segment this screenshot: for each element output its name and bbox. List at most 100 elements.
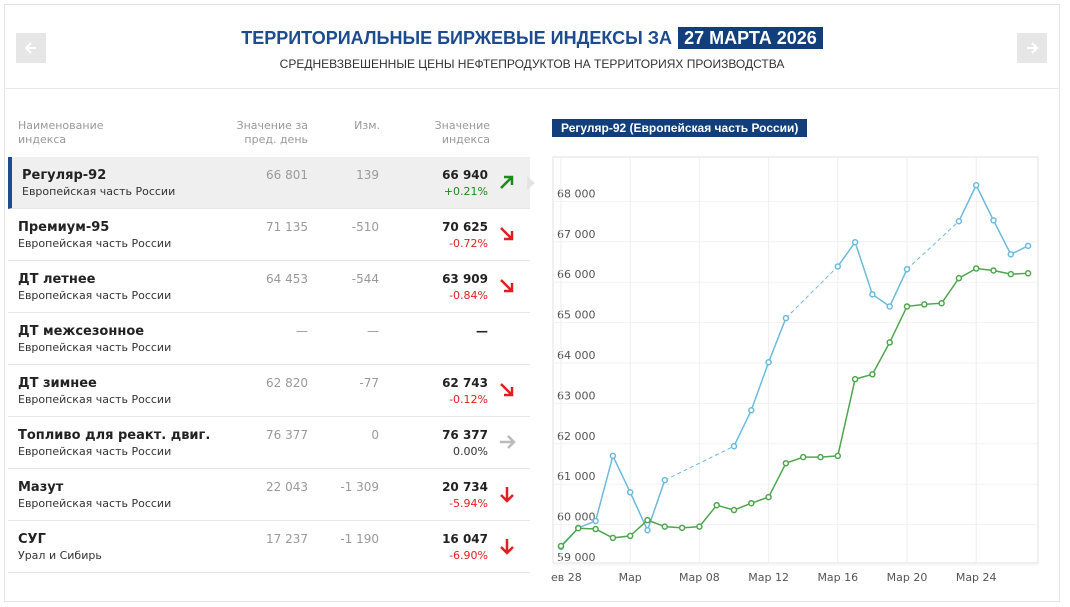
point: [592, 517, 599, 525]
icon: [24, 42, 36, 54]
index-name: Премиум-95: [18, 220, 110, 235]
prev-value: 71 135: [266, 220, 308, 234]
y-tick-label: 60 000: [557, 511, 596, 524]
table-row[interactable]: Топливо для реакт. двиг. Европейская част…: [8, 417, 530, 469]
header-line: пред. день: [244, 133, 308, 146]
point: [626, 489, 634, 496]
change-percent: +0.21%: [443, 185, 488, 198]
title: ТЕРРИТОРИАЛЬНЫЕ БИРЖЕВЫЕ ИНДЕКСЫ ЗА: [241, 28, 673, 48]
point: [609, 534, 617, 542]
y-tick-label: 63 000: [557, 389, 596, 402]
change: -544: [351, 272, 379, 286]
point: [782, 459, 790, 467]
change: -77: [359, 376, 379, 390]
point: [799, 453, 807, 461]
index-name: ДТ летнее: [18, 272, 96, 287]
point: [765, 493, 772, 501]
arrow-shape: [500, 435, 516, 449]
point: [851, 375, 859, 383]
table-row[interactable]: ДТ зимнее Европейская часть России 62 820 -…: [8, 365, 530, 417]
header-line: Изм.: [354, 119, 380, 132]
point: [990, 217, 997, 224]
arrow-shape: [500, 487, 514, 503]
arrow-shape: [500, 383, 514, 397]
point: [903, 303, 911, 310]
index-region: Европейская часть России: [18, 393, 172, 406]
point: [869, 291, 876, 298]
prev-button[interactable]: [16, 33, 46, 63]
trend-arrow: [500, 435, 516, 449]
point: [955, 274, 963, 282]
icon: [1027, 42, 1039, 54]
index-value: 20 734: [442, 480, 488, 494]
point: [972, 265, 980, 272]
point: [921, 301, 928, 308]
prev-value: —: [296, 324, 308, 338]
change-percent: -6.90%: [449, 549, 488, 562]
date[interactable]: 27 МАРТА 2026: [678, 27, 823, 49]
point: [834, 452, 842, 460]
point: [730, 506, 738, 514]
x-tick-label: Мар 08: [679, 571, 720, 584]
prev-value: 22 043: [266, 480, 308, 494]
trend-arrow: [500, 175, 514, 189]
trend-arrow: [500, 227, 514, 241]
index-name: Топливо для реакт. двиг.: [18, 428, 211, 443]
gap-connector: [906, 220, 960, 270]
point: [748, 407, 755, 414]
column-header: Значение за пред. день: [237, 119, 308, 147]
x-tick-label: Мар 20: [887, 571, 928, 584]
series-line: [733, 317, 787, 447]
point: [903, 266, 911, 273]
index-region: Европейская часть России: [18, 445, 172, 458]
title-line: ТЕРРИТОРИАЛЬНЫЕ БИРЖЕВЫЕ ИНДЕКСЫ ЗА 27 МА…: [4, 27, 1060, 49]
y-tick-label: 67 000: [557, 228, 596, 241]
index-region: Европейская часть России: [18, 341, 172, 354]
point: [869, 371, 876, 378]
next-button[interactable]: [1017, 33, 1047, 63]
prev-value: 66 801: [266, 168, 308, 182]
point: [730, 442, 738, 450]
prev-value: 62 820: [266, 376, 308, 390]
point: [972, 181, 980, 189]
change: -510: [351, 220, 379, 234]
column-header: Наименование индекса: [18, 119, 103, 147]
trend-arrow: [500, 279, 514, 293]
frame: [4, 4, 1060, 602]
point: [886, 339, 893, 346]
point: [990, 267, 997, 274]
plot-area: [552, 156, 1039, 564]
point: [955, 217, 963, 225]
pointer: [527, 176, 535, 190]
point: [575, 524, 582, 532]
y-tick-label: 59 000: [557, 551, 596, 564]
index-value: 66 940: [442, 168, 488, 182]
index-name: Мазут: [18, 480, 64, 495]
point: [886, 303, 893, 310]
change: -1 190: [340, 532, 379, 546]
change-percent: 0.00%: [453, 445, 488, 458]
index-name: ДТ межсезонное: [18, 324, 145, 339]
index-name: Регуляр-92: [22, 168, 107, 183]
table-row[interactable]: ДТ межсезонное Европейская часть России — —…: [8, 313, 530, 365]
change: —: [367, 324, 379, 338]
x-tick-label: ев 28: [551, 571, 582, 584]
table-row[interactable]: Мазут Европейская часть России 22 043 -1 30…: [8, 469, 530, 521]
column-header: Значение индекса: [435, 119, 490, 147]
table-row[interactable]: Регуляр-92 Европейская часть России 66 801…: [8, 157, 530, 209]
point: [661, 523, 669, 530]
arrow-shape: [500, 539, 514, 555]
table-row[interactable]: Премиум-95 Европейская часть России 71 135…: [8, 209, 530, 261]
trend-arrow: [500, 487, 514, 503]
point: [592, 525, 599, 533]
index-value: 63 909: [442, 272, 488, 286]
point: [661, 476, 669, 484]
y-tick-label: 66 000: [557, 268, 596, 281]
change-percent: -0.12%: [449, 393, 488, 406]
table-row[interactable]: ДТ летнее Европейская часть России 64 453 -…: [8, 261, 530, 313]
trend-arrow: [500, 539, 514, 555]
table-row[interactable]: СУГ Урал и Сибирь 17 237 -1 190 16 047 -6.90%: [8, 521, 530, 573]
x-tick-label: Мар 12: [748, 571, 789, 584]
change: 139: [356, 168, 379, 182]
